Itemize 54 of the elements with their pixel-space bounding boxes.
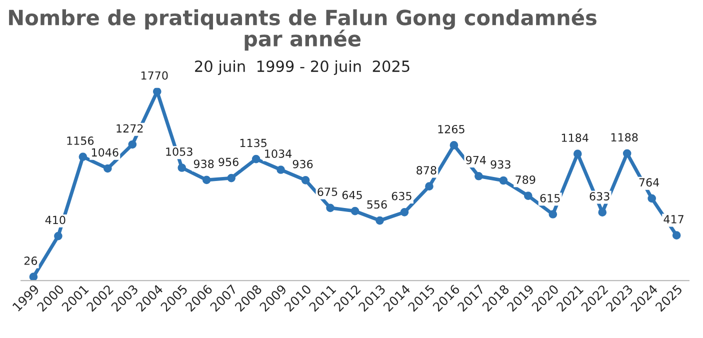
data-label: 1156 [67,136,94,145]
point [376,216,384,225]
data-label: 675 [318,188,338,196]
point [548,210,558,218]
point [276,166,285,174]
point [474,172,483,180]
point [29,272,38,281]
point [350,206,360,216]
point [301,176,310,184]
data-label: 764 [639,178,660,187]
data-label: 635 [392,192,412,200]
data-label: 936 [292,160,313,168]
data-label: 26 [24,256,38,265]
point [450,141,458,150]
data-label: 1034 [265,149,292,158]
point [103,164,112,173]
data-label: 615 [540,194,560,202]
chart-subtitle: 20 juin 1999 - 20 juin 2025 [195,60,410,75]
data-label: 1272 [116,124,143,132]
data-label: 1046 [92,148,118,157]
data-label: 1265 [438,124,464,134]
point [573,150,582,158]
point [128,140,137,149]
point [499,176,508,185]
data-label: 417 [664,215,684,224]
data-label: 1188 [611,133,638,142]
point [648,194,656,203]
data-label: 410 [45,216,66,224]
data-label: 933 [490,160,510,169]
point [78,152,88,161]
point [178,164,186,172]
point [227,174,236,182]
data-label: 956 [218,158,238,166]
point [524,192,532,200]
data-label: 1770 [141,71,168,80]
data-label: 556 [367,200,387,209]
point [622,149,632,158]
point [672,231,681,240]
data-label: 974 [466,156,486,164]
data-label: 633 [590,192,610,200]
point [252,154,260,164]
point [326,204,334,212]
point [54,232,62,240]
data-label: 645 [342,190,362,200]
point [202,176,211,184]
chart-title: Nombre de pratiquants de Falun Gong condamnés par année [9,8,596,51]
data-label: 789 [516,176,536,184]
data-label: 1135 [240,138,266,148]
data-label: 1184 [562,134,588,142]
data-label: 878 [416,166,436,174]
data-label: 1053 [166,147,192,156]
point [400,208,409,216]
data-label: 938 [194,160,214,168]
point [425,182,434,190]
